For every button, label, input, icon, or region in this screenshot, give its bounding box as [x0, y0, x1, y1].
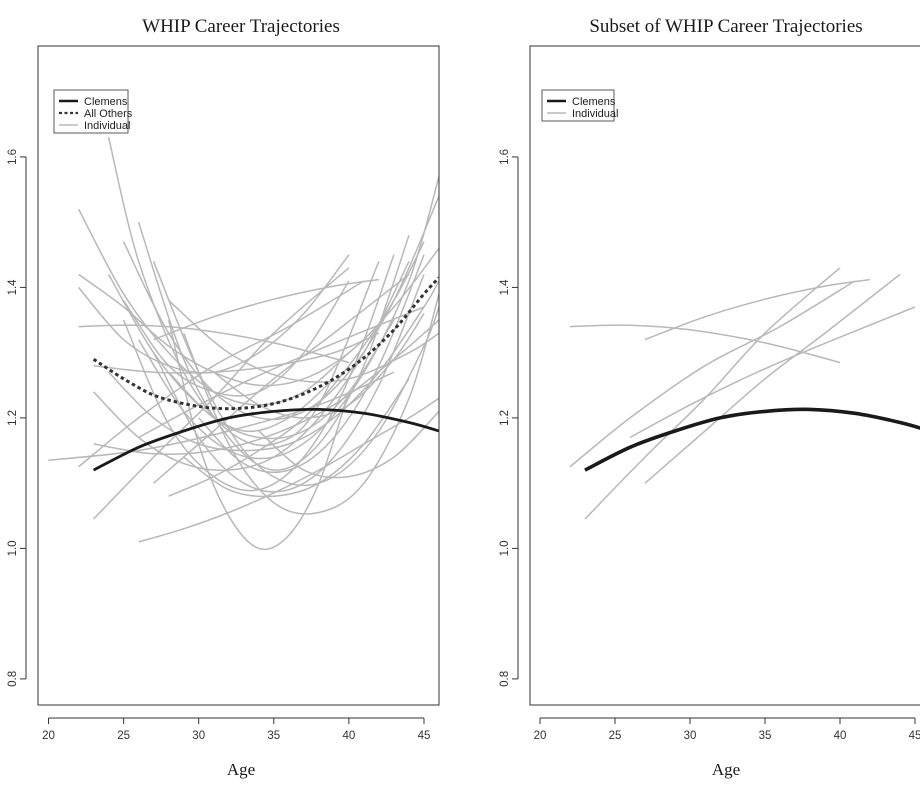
left-individual-line-30 — [93, 332, 380, 374]
left-x-tick-label: 40 — [342, 730, 355, 742]
left-x-tick-label: 25 — [117, 730, 130, 742]
right-panel: Subset of WHIP Career Trajectories 20 25 3… — [499, 16, 920, 779]
left-y-tick-label: 1.0 — [7, 540, 19, 556]
right-individual-line-4 — [644, 278, 871, 341]
right-y-tick-label: 1.2 — [499, 410, 511, 426]
left-individual-line-7 — [78, 324, 350, 364]
left-x-tick-label: 35 — [267, 730, 280, 742]
left-individual-line-9 — [77, 208, 350, 406]
right-x-tick-label: 25 — [609, 730, 622, 742]
right-legend-individual-label: Individual — [572, 108, 618, 120]
left-individual-line-25 — [107, 137, 380, 447]
right-x-tick-label: 45 — [909, 730, 920, 742]
left-individual-line-13 — [183, 293, 439, 515]
left-legend-individual-label: Individual — [84, 120, 130, 132]
left-individual-line-27 — [122, 280, 350, 397]
left-individual-line-29 — [213, 313, 425, 419]
right-individual-line-5 — [569, 324, 841, 364]
right-plot-area — [569, 267, 920, 520]
right-x-tick-label: 30 — [684, 730, 697, 742]
left-individual-line-11 — [137, 221, 410, 471]
right-x-axis-label: Age — [712, 760, 740, 779]
left-legend-clemens-label: Clemens — [84, 96, 128, 108]
right-legend-clemens-label: Clemens — [572, 96, 616, 108]
left-individual-line-34 — [183, 378, 410, 498]
left-individual-line-23 — [137, 176, 439, 460]
left-panel: WHIP Career Trajectories 20 25 30 35 40 45 0.8… — [7, 16, 440, 779]
left-individual-line-8 — [138, 306, 425, 439]
left-individual-line-3 — [93, 267, 350, 520]
left-individual-line-22 — [152, 274, 425, 493]
left-x-axis-label: Age — [227, 760, 255, 779]
left-x-tick-label: 30 — [192, 730, 205, 742]
left-chart-title: WHIP Career Trajectories — [142, 16, 340, 37]
right-x-tick-label: 20 — [534, 730, 547, 742]
left-individual-line-19 — [108, 280, 439, 452]
left-plot-area — [48, 137, 439, 551]
left-plot-frame — [37, 45, 440, 706]
right-y-tick-label: 1.0 — [499, 540, 511, 556]
left-individual-line-4 — [78, 280, 365, 468]
right-chart-title: Subset of WHIP Career Trajectories — [589, 16, 862, 37]
left-legend: Clemens All Others Individual — [53, 89, 133, 134]
left-individual-line-5 — [153, 273, 410, 484]
right-y-tick-label: 1.4 — [499, 279, 511, 296]
right-legend: Clemens Individual — [541, 89, 618, 122]
left-individual-line-32 — [78, 254, 350, 374]
left-clemens-line — [92, 407, 439, 472]
right-individual-line-1 — [584, 267, 841, 520]
right-axes: 20 25 30 35 40 45 0.8 1.0 1.2 1.4 1.6 — [499, 149, 920, 742]
left-x-tick-label: 20 — [42, 730, 55, 742]
right-x-tick-label: 40 — [834, 730, 847, 742]
left-individual-line-14 — [138, 397, 439, 543]
left-y-tick-label: 1.6 — [7, 149, 19, 165]
left-all-others-line — [92, 276, 439, 411]
left-individual-line-31 — [168, 299, 439, 383]
right-individual-line-6 — [629, 306, 916, 439]
right-y-tick-label: 1.6 — [499, 149, 511, 165]
left-axes: 20 25 30 35 40 45 0.8 1.0 1.2 1.4 1.6 — [7, 149, 430, 742]
left-individual-line-28 — [168, 241, 425, 497]
right-individual-line-2 — [569, 280, 856, 468]
left-individual-line-6 — [153, 278, 380, 341]
left-legend-all-others-label: All Others — [84, 108, 133, 120]
right-y-tick-label: 0.8 — [499, 671, 511, 687]
right-legend-box — [541, 89, 615, 122]
left-individual-line-24 — [168, 319, 395, 440]
right-x-tick-label: 35 — [759, 730, 772, 742]
left-individual-line-33 — [258, 410, 439, 479]
left-y-tick-label: 1.2 — [7, 410, 19, 426]
left-y-tick-label: 0.8 — [7, 671, 19, 687]
right-clemens-line — [584, 407, 920, 472]
left-y-tick-label: 1.4 — [7, 279, 19, 296]
right-plot-frame — [529, 45, 920, 706]
left-x-tick-label: 45 — [418, 730, 431, 742]
right-individual-line-3 — [644, 273, 901, 484]
left-legend-box — [53, 89, 129, 134]
